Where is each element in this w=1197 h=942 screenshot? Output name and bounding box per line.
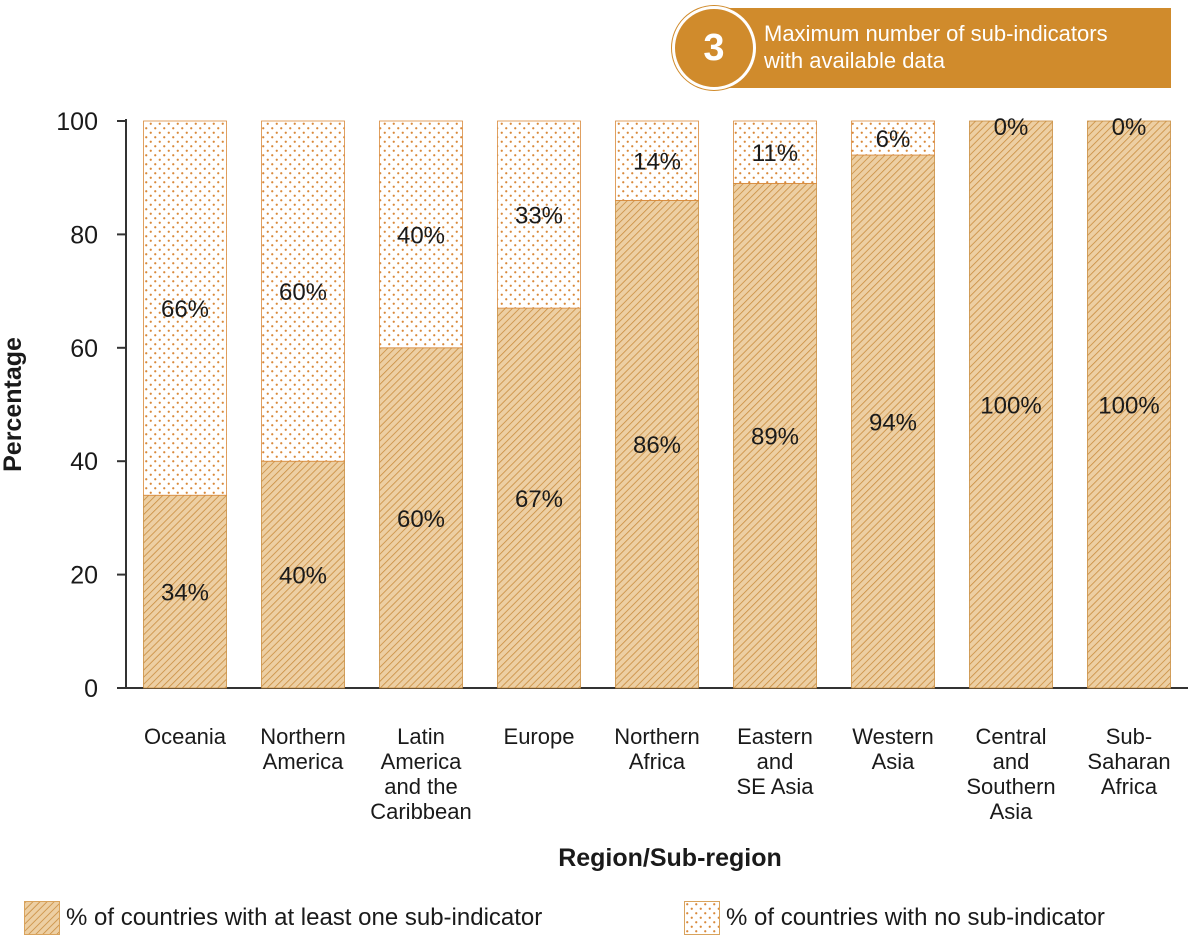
bar-no-sub-indicator (733, 120, 817, 184)
legend-swatch-hatched-graphic (25, 902, 59, 934)
y-tick-label: 0 (84, 675, 98, 703)
data-label-no-sub-indicator: 11% (752, 140, 798, 167)
y-tick-label: 80 (70, 221, 98, 249)
legend-swatch-hatched (24, 901, 60, 935)
legend-label-with-sub-indicator: % of countries with at least one sub-ind… (66, 904, 543, 931)
x-tick-label: Africa (1101, 774, 1158, 799)
y-tick-label: 60 (70, 335, 98, 363)
x-axis-title: Region/Sub-region (558, 844, 782, 872)
badge-number: 3 (703, 27, 725, 69)
legend-swatch-dotted (684, 901, 720, 935)
bar-with-sub-indicator (379, 347, 463, 689)
bar-with-sub-indicator (851, 154, 935, 689)
bar-no-sub-indicator (261, 120, 345, 462)
x-tick-label: and the (384, 774, 457, 799)
bar-no-sub-indicator (615, 120, 699, 201)
data-label-with-sub-indicator: 100% (980, 393, 1041, 420)
data-label-no-sub-indicator: 60% (279, 279, 327, 306)
bar-no-sub-indicator (143, 120, 227, 496)
badge-text: Maximum number of sub-indicators with av… (764, 20, 1164, 74)
data-label-with-sub-indicator: 89% (751, 424, 799, 451)
max-sub-indicators-badge: 3 Maximum number of sub-indicators with … (668, 4, 1171, 90)
bar-with-sub-indicator (497, 307, 581, 689)
x-tick-label: Northern (614, 724, 700, 749)
chart-labels: 34% 66% 40% 60% 60% 40% 67% 33% 86% 14% 89% 11% 94% 6… (161, 114, 1160, 607)
x-tick-label: Western (852, 724, 934, 749)
badge-circle (672, 6, 756, 90)
data-label-with-sub-indicator: 67% (515, 486, 563, 513)
x-tick-label: and (993, 749, 1030, 774)
x-tick-label: Saharan (1087, 749, 1170, 774)
bar-with-sub-indicator (143, 494, 227, 689)
data-label-with-sub-indicator: 60% (397, 506, 445, 533)
chart-bars (143, 120, 1171, 689)
badge-text-line-2: with available data (764, 48, 946, 73)
x-tick-label: America (263, 749, 344, 774)
x-tick-label: Europe (504, 724, 575, 749)
legend-swatch-dotted-graphic (685, 902, 719, 934)
y-tick-label: 20 (70, 562, 98, 590)
badge-text-line-1: Maximum number of sub-indicators (764, 21, 1108, 46)
data-label-with-sub-indicator: 34% (161, 580, 209, 607)
bar-with-sub-indicator (733, 182, 817, 689)
data-label-no-sub-indicator: 14% (633, 149, 681, 176)
bar-no-sub-indicator (851, 120, 935, 156)
data-label-no-sub-indicator: 0% (1112, 114, 1147, 141)
x-tick-label: SE Asia (736, 774, 814, 799)
x-tick-label: Asia (990, 799, 1034, 824)
data-label-no-sub-indicator: 6% (876, 126, 911, 153)
x-tick-label: Central (976, 724, 1047, 749)
badge-bar (724, 8, 1171, 88)
x-tick-label: America (381, 749, 462, 774)
legend-label-no-sub-indicator: % of countries with no sub-indicator (726, 904, 1105, 931)
x-tick-label: Sub- (1106, 724, 1152, 749)
x-tick-label: Asia (872, 749, 916, 774)
x-tick-label: and (757, 749, 794, 774)
data-label-with-sub-indicator: 86% (633, 432, 681, 459)
bar-with-sub-indicator (969, 120, 1053, 689)
data-label-no-sub-indicator: 40% (397, 222, 445, 249)
data-label-no-sub-indicator: 33% (515, 203, 563, 230)
bar-with-sub-indicator (1087, 120, 1171, 689)
bar-no-sub-indicator (497, 120, 581, 309)
x-tick-label: Latin (397, 724, 445, 749)
legend-item-no-sub-indicator: % of countries with no sub-indicator (684, 900, 1105, 936)
y-tick-label: 100 (56, 108, 98, 136)
stacked-bar-chart: 0 20 40 60 80 100 Percentage Region/Sub-region O… (0, 108, 1188, 872)
bar-with-sub-indicator (261, 460, 345, 689)
x-tick-label: Northern (260, 724, 346, 749)
legend-item-with-sub-indicator: % of countries with at least one sub-ind… (24, 900, 542, 936)
x-tick-label: Oceania (144, 724, 227, 749)
bar-with-sub-indicator (615, 199, 699, 689)
x-tick-label: Southern (966, 774, 1055, 799)
bar-no-sub-indicator (379, 120, 463, 349)
chart-axes: 0 20 40 60 80 100 Percentage Region/Sub-region O… (0, 108, 1188, 872)
x-tick-label: Caribbean (370, 799, 472, 824)
data-label-no-sub-indicator: 66% (161, 296, 209, 323)
data-label-with-sub-indicator: 100% (1098, 393, 1159, 420)
x-tick-label: Eastern (737, 724, 813, 749)
data-label-no-sub-indicator: 0% (994, 114, 1029, 141)
data-label-with-sub-indicator: 94% (869, 410, 917, 437)
y-axis-title: Percentage (0, 337, 27, 472)
data-label-with-sub-indicator: 40% (279, 563, 327, 590)
x-tick-label: Africa (629, 749, 686, 774)
y-tick-label: 40 (70, 448, 98, 476)
